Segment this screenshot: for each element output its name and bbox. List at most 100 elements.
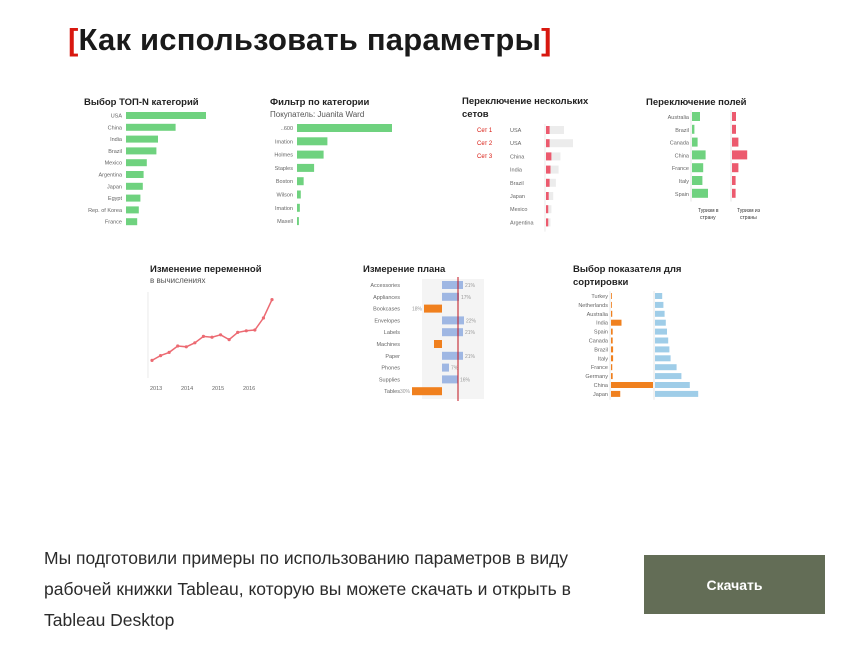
- bar: [546, 205, 549, 214]
- bar: [692, 137, 698, 147]
- bar: [611, 319, 622, 326]
- bar: [655, 364, 677, 371]
- bar: [442, 281, 463, 289]
- legend-label: Туризм из: [737, 208, 761, 214]
- bar: [692, 150, 706, 160]
- bar: [692, 163, 704, 173]
- set-toggle-label: Сет 3: [477, 154, 493, 160]
- bar: [297, 217, 299, 226]
- bar: [611, 310, 613, 317]
- chart-title: Измерение плана: [363, 264, 446, 275]
- bar: [611, 390, 621, 397]
- category-label: France: [105, 220, 122, 226]
- category-label: Turkey: [591, 294, 608, 300]
- category-label: Appliances: [373, 295, 400, 301]
- legend-label: Туризм в: [698, 208, 719, 214]
- background-bar: [546, 192, 554, 200]
- category-label: Phones: [381, 366, 400, 372]
- data-point: [167, 350, 171, 354]
- bar: [412, 387, 442, 396]
- bar: [611, 355, 614, 362]
- category-label: Supplies: [379, 377, 400, 383]
- category-label: Australia: [587, 312, 609, 318]
- bar: [611, 301, 612, 308]
- bar: [732, 163, 739, 173]
- bar: [655, 355, 671, 362]
- bar: [297, 124, 392, 132]
- data-label: 17%: [461, 295, 472, 301]
- category-label: China: [675, 153, 690, 159]
- bar: [442, 351, 463, 360]
- category-label: Paper: [385, 354, 400, 360]
- data-label: 21%: [465, 354, 476, 360]
- category-label: Imation: [275, 206, 293, 212]
- data-point: [253, 328, 257, 332]
- category-label: Canada: [670, 141, 690, 147]
- data-point: [218, 333, 223, 337]
- category-label: Australia: [668, 115, 690, 121]
- background-bar: [546, 178, 556, 187]
- bar: [297, 203, 300, 212]
- category-label: Italy: [598, 356, 608, 362]
- bar: [126, 135, 158, 143]
- data-point: [176, 344, 180, 348]
- chart-title: Выбор ТОП-N категорий: [84, 97, 199, 108]
- bar: [442, 316, 464, 325]
- bar: [297, 177, 304, 186]
- category-label: Mexico: [105, 161, 122, 167]
- bar: [655, 293, 663, 299]
- bar: [546, 218, 549, 227]
- category-label: China: [108, 125, 123, 131]
- legend-label: страну: [700, 215, 716, 221]
- x-tick-label: 2016: [243, 386, 255, 392]
- category-label: Japan: [510, 194, 525, 200]
- bar: [692, 112, 700, 121]
- category-label: France: [672, 166, 689, 172]
- category-label: Italy: [679, 179, 689, 185]
- download-button[interactable]: Скачать: [644, 555, 825, 614]
- category-label: Brazil: [510, 181, 524, 187]
- category-label: France: [591, 365, 608, 371]
- bar: [126, 206, 139, 214]
- data-point: [158, 354, 163, 358]
- background-bar: [546, 126, 564, 134]
- category-label: Japan: [593, 392, 608, 398]
- category-label: Maxell: [277, 219, 293, 225]
- bar: [611, 373, 613, 380]
- category-label: Egypt: [108, 196, 123, 202]
- bar: [732, 112, 736, 121]
- category-label: China: [510, 154, 525, 160]
- bar: [611, 293, 612, 299]
- category-label: Argentina: [98, 173, 122, 179]
- bar: [732, 188, 736, 198]
- bar: [655, 346, 670, 353]
- background-bar: [546, 152, 561, 161]
- data-point: [150, 358, 154, 362]
- bar: [692, 176, 703, 185]
- category-label: Bookcases: [373, 307, 400, 313]
- bar: [692, 188, 708, 198]
- category-label: Envelopes: [374, 318, 400, 324]
- category-label: India: [510, 168, 523, 174]
- x-tick-label: 2015: [212, 386, 224, 392]
- bar: [546, 178, 550, 187]
- category-label: Accessories: [370, 283, 400, 289]
- bar: [434, 340, 442, 348]
- category-label: Machines: [376, 342, 400, 348]
- bar: [655, 382, 690, 388]
- category-label: Rep. of Korea: [88, 208, 123, 214]
- bar: [655, 310, 665, 317]
- bar: [692, 124, 695, 134]
- category-label: Brazil: [594, 347, 608, 353]
- data-label: 30%: [400, 389, 411, 395]
- bar: [655, 337, 669, 344]
- chart-title: Изменение переменной: [150, 264, 262, 275]
- bar: [126, 159, 147, 167]
- category-label: India: [596, 321, 609, 327]
- examples-gallery: Выбор ТОП-N категорий USA China India Brazil…: [84, 96, 761, 401]
- bar: [655, 301, 664, 308]
- bar: [126, 194, 141, 202]
- legend-label: страны: [740, 215, 757, 221]
- bar: [424, 304, 442, 313]
- bar: [732, 176, 736, 185]
